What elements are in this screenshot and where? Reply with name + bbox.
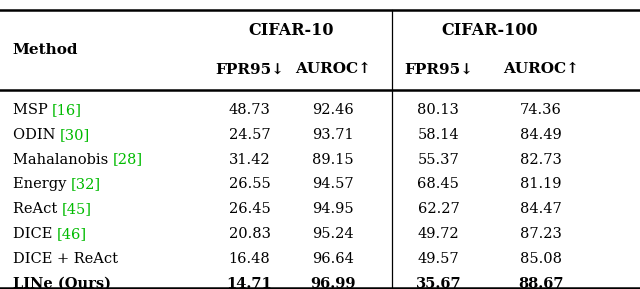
- Text: CIFAR-10: CIFAR-10: [248, 22, 334, 39]
- Text: 74.36: 74.36: [520, 103, 562, 117]
- Text: 14.71: 14.71: [227, 277, 273, 289]
- Text: 48.73: 48.73: [228, 103, 271, 117]
- Text: [28]: [28]: [113, 153, 143, 166]
- Text: 84.49: 84.49: [520, 128, 562, 142]
- Text: 62.27: 62.27: [417, 202, 460, 216]
- Text: LINe (Ours): LINe (Ours): [13, 277, 111, 289]
- Text: 93.71: 93.71: [312, 128, 354, 142]
- Text: 85.08: 85.08: [520, 252, 562, 266]
- Text: 88.67: 88.67: [518, 277, 564, 289]
- Text: 58.14: 58.14: [417, 128, 460, 142]
- Text: 26.55: 26.55: [228, 177, 271, 191]
- Text: 94.57: 94.57: [312, 177, 354, 191]
- Text: MSP: MSP: [13, 103, 52, 117]
- Text: 84.47: 84.47: [520, 202, 562, 216]
- Text: 35.67: 35.67: [415, 277, 461, 289]
- Text: 89.15: 89.15: [312, 153, 354, 166]
- Text: DICE + ReAct: DICE + ReAct: [13, 252, 118, 266]
- Text: FPR95↓: FPR95↓: [404, 62, 473, 76]
- Text: AUROC↑: AUROC↑: [503, 62, 579, 76]
- Text: AUROC↑: AUROC↑: [295, 62, 371, 76]
- Text: 96.99: 96.99: [310, 277, 356, 289]
- Text: 81.19: 81.19: [520, 177, 561, 191]
- Text: 87.23: 87.23: [520, 227, 562, 241]
- Text: 80.13: 80.13: [417, 103, 460, 117]
- Text: 49.57: 49.57: [417, 252, 460, 266]
- Text: Energy: Energy: [13, 177, 71, 191]
- Text: DICE: DICE: [13, 227, 57, 241]
- Text: 55.37: 55.37: [417, 153, 460, 166]
- Text: Method: Method: [13, 43, 78, 57]
- Text: ReAct: ReAct: [13, 202, 61, 216]
- Text: 24.57: 24.57: [228, 128, 271, 142]
- Text: 31.42: 31.42: [228, 153, 271, 166]
- Text: 92.46: 92.46: [312, 103, 354, 117]
- Text: 68.45: 68.45: [417, 177, 460, 191]
- Text: 49.72: 49.72: [417, 227, 460, 241]
- Text: [46]: [46]: [57, 227, 87, 241]
- Text: 26.45: 26.45: [228, 202, 271, 216]
- Text: [32]: [32]: [71, 177, 101, 191]
- Text: 20.83: 20.83: [228, 227, 271, 241]
- Text: 96.64: 96.64: [312, 252, 354, 266]
- Text: CIFAR-100: CIFAR-100: [442, 22, 538, 39]
- Text: 94.95: 94.95: [312, 202, 354, 216]
- Text: ODIN: ODIN: [13, 128, 60, 142]
- Text: FPR95↓: FPR95↓: [215, 62, 284, 76]
- Text: 82.73: 82.73: [520, 153, 562, 166]
- Text: [45]: [45]: [61, 202, 92, 216]
- Text: 16.48: 16.48: [228, 252, 271, 266]
- Text: [16]: [16]: [52, 103, 82, 117]
- Text: [30]: [30]: [60, 128, 90, 142]
- Text: Mahalanobis: Mahalanobis: [13, 153, 113, 166]
- Text: 95.24: 95.24: [312, 227, 354, 241]
